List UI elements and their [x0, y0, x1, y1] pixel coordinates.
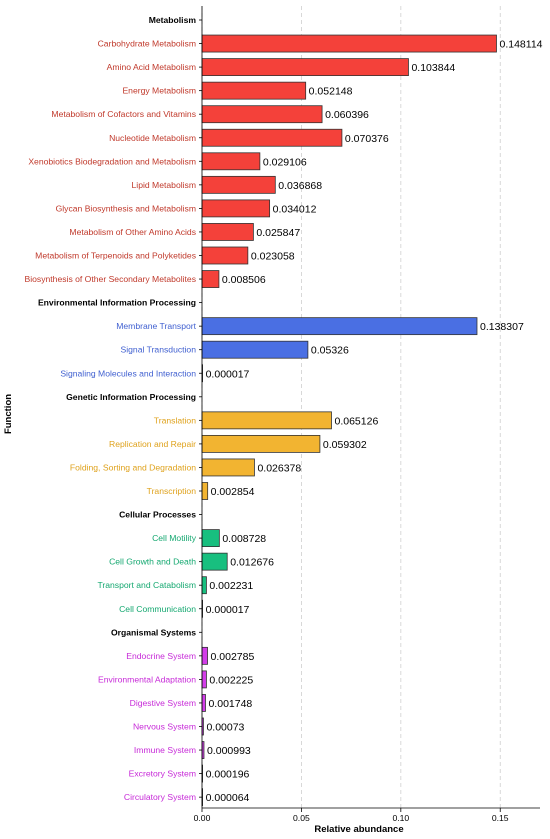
value-label: 0.012676 [230, 557, 274, 569]
category-label: Glycan Biosynthesis and Metabolism [56, 203, 196, 213]
y-axis-title: Function [3, 394, 14, 434]
category-label: Immune System [134, 745, 196, 755]
category-label: Cell Motility [152, 533, 197, 543]
value-label: 0.000017 [206, 604, 250, 616]
category-label: Signal Transduction [121, 345, 197, 355]
category-label: Metabolism of Terpenoids and Polyketides [35, 251, 196, 261]
group-label: Genetic Information Processing [66, 392, 196, 402]
category-label: Cell Communication [119, 604, 196, 614]
category-labels: Metabolism Carbohydrate Metabolism Amino A… [25, 15, 197, 802]
value-label: 0.034012 [273, 203, 317, 215]
x-axis: 0.00 0.05 0.10 0.15 [194, 6, 540, 823]
category-label: Carbohydrate Metabolism [98, 39, 196, 49]
bar [201, 552, 228, 571]
bar [201, 434, 321, 453]
category-label: Environmental Adaptation [98, 674, 196, 684]
bar [201, 152, 261, 171]
value-label: 0.00073 [206, 722, 244, 734]
bar [201, 694, 206, 712]
category-label: Replication and Repair [109, 439, 196, 449]
bar [201, 105, 323, 124]
group-label: Organismal Systems [111, 627, 196, 637]
value-label: 0.103844 [411, 62, 455, 74]
value-label: 0.002785 [211, 651, 255, 663]
value-label: 0.036868 [278, 180, 322, 192]
value-label: 0.060396 [325, 109, 369, 121]
value-label: 0.008728 [222, 533, 266, 545]
value-label: 0.026378 [257, 462, 301, 474]
value-label: 0.070376 [345, 133, 389, 145]
x-axis-title: Relative abundance [314, 824, 403, 835]
bar [201, 81, 307, 100]
bar [201, 317, 478, 336]
category-label: Endocrine System [126, 651, 196, 661]
value-label: 0.001748 [208, 698, 252, 710]
category-label: Nucleotide Metabolism [109, 133, 196, 143]
value-label: 0.002225 [209, 674, 253, 686]
value-label: 0.023058 [251, 251, 295, 263]
category-label: Nervous System [133, 722, 196, 732]
bar [201, 411, 332, 430]
x-tick-label: 0.15 [492, 813, 509, 823]
grid-lines [201, 6, 501, 808]
value-label: 0.002854 [211, 486, 255, 498]
bar [201, 175, 276, 194]
bar [201, 529, 220, 547]
category-label: Transcription [147, 486, 197, 496]
category-label: Metabolism of Other Amino Acids [69, 227, 196, 237]
bar [201, 246, 249, 265]
value-label: 0.065126 [334, 415, 378, 427]
value-label: 0.138307 [480, 321, 524, 333]
category-label: Biosynthesis of Other Secondary Metaboli… [25, 274, 197, 284]
category-label: Amino Acid Metabolism [107, 62, 196, 72]
category-label: Lipid Metabolism [132, 180, 196, 190]
group-label: Environmental Information Processing [38, 298, 196, 308]
category-label: Folding, Sorting and Degradation [70, 462, 196, 472]
group-label: Metabolism [149, 15, 197, 25]
category-label: Circulatory System [124, 792, 196, 802]
category-label: Digestive System [130, 698, 196, 708]
category-label: Transport and Catabolism [97, 580, 196, 590]
value-label: 0.000993 [207, 745, 251, 757]
category-label: Metabolism of Cofactors and Vitamins [51, 109, 196, 119]
bar [201, 458, 255, 477]
value-label: 0.002231 [209, 580, 253, 592]
bar [201, 58, 409, 76]
value-label: 0.000017 [206, 368, 250, 380]
category-label: Signaling Molecules and Interaction [60, 368, 196, 378]
bar [201, 128, 343, 147]
x-tick-label: 0.00 [194, 813, 211, 823]
category-label: Translation [154, 415, 196, 425]
bar [201, 199, 271, 218]
value-label: 0.025847 [256, 227, 300, 239]
bar [201, 340, 309, 359]
value-label: 0.000196 [206, 769, 250, 781]
category-label: Energy Metabolism [122, 86, 196, 96]
category-label: Excretory System [129, 769, 196, 779]
x-tick-label: 0.10 [392, 813, 409, 823]
value-label: 0.05326 [311, 345, 349, 357]
value-labels: 0.148114 0.103844 0.052148 0.060396 0.070376… [206, 39, 543, 805]
value-label: 0.148114 [499, 39, 542, 51]
x-tick-label: 0.05 [293, 813, 310, 823]
value-label: 0.029106 [263, 156, 307, 168]
category-label: Cell Growth and Death [109, 557, 196, 567]
category-label: Xenobiotics Biodegradation and Metabolis… [28, 156, 196, 166]
value-label: 0.059302 [323, 439, 367, 451]
bars [201, 34, 497, 807]
group-label: Cellular Processes [119, 510, 196, 520]
bar [201, 270, 220, 288]
value-label: 0.000064 [206, 792, 250, 804]
bar [201, 482, 209, 500]
category-label: Membrane Transport [116, 321, 196, 331]
bar [201, 576, 207, 595]
value-label: 0.052148 [309, 86, 353, 98]
bar [201, 223, 254, 241]
bar [201, 34, 497, 53]
bar [201, 670, 207, 689]
bar [201, 646, 208, 665]
value-label: 0.008506 [222, 274, 266, 286]
